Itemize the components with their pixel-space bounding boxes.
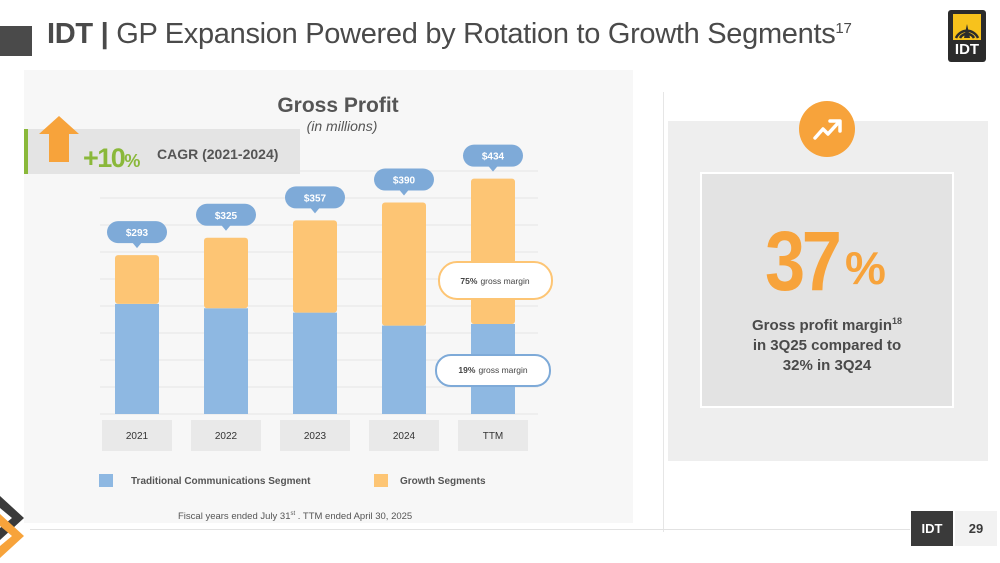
total-label-2024: $390 — [393, 176, 416, 187]
cagr-badge-bar — [24, 129, 28, 174]
total-bubble-2024 — [374, 168, 434, 191]
footer-divider — [30, 529, 910, 530]
total-bubble-2023 — [285, 186, 345, 209]
margin-stat-caption: Gross profit margin18 in 3Q25 compared t… — [705, 311, 949, 376]
bar-growth-2023 — [293, 220, 337, 313]
x-tick-label-2022: 2022 — [215, 431, 238, 442]
title-accent-block — [0, 26, 32, 56]
legend-swatch-traditional — [99, 474, 113, 487]
chart-title: Gross Profit — [277, 94, 398, 117]
margin-stat-number: 37 — [765, 214, 842, 308]
x-tick-label-ttm: TTM — [483, 431, 504, 442]
total-label-2021: $293 — [126, 228, 149, 239]
trend-badge — [799, 101, 855, 157]
bar-growth-2022 — [204, 237, 248, 309]
chart-x-ticks: 2021 2022 2023 2024 TTM — [102, 420, 528, 451]
x-tick-box-2022 — [191, 420, 261, 451]
total-bubble-2021 — [107, 221, 167, 244]
chevron-decoration-icon — [0, 496, 24, 558]
stat-caption-footnote: 18 — [892, 316, 903, 326]
title-footnote: 17 — [835, 20, 852, 37]
stat-caption-line3: 32% in 3Q24 — [782, 357, 872, 374]
chart-total-labels: $293 $325 $357 $390 $434 — [107, 144, 523, 249]
x-tick-label-2024: 2024 — [393, 431, 416, 442]
logo-text: IDT — [954, 41, 980, 58]
total-bubble-pointer-2022 — [221, 224, 231, 231]
footnote-suffix: . TTM ended April 30, 2025 — [295, 511, 413, 523]
up-arrow-icon — [39, 116, 79, 162]
total-label-2022: $325 — [215, 211, 238, 222]
x-tick-box-2024 — [369, 420, 439, 451]
x-tick-label-2023: 2023 — [304, 431, 327, 442]
margin-stat-percent: % — [845, 242, 886, 294]
bar-traditional-2024 — [382, 325, 426, 414]
legend-swatch-growth — [374, 474, 388, 487]
footer-company: IDT — [911, 511, 953, 546]
idt-emblem-icon — [953, 14, 981, 40]
page-title: IDT | GP Expansion Powered by Rotation t… — [47, 18, 852, 51]
title-text: GP Expansion Powered by Rotation to Grow… — [116, 18, 836, 50]
page-number: 29 — [955, 511, 997, 546]
total-bubble-pointer-ttm — [488, 165, 498, 172]
growth-margin-annotation: 75% gross margin — [438, 261, 553, 300]
legend-label-growth: Growth Segments — [400, 476, 486, 487]
traditional-margin-annotation: 19% gross margin — [435, 354, 551, 387]
cagr-badge-background — [24, 129, 300, 174]
x-tick-label-2021: 2021 — [126, 431, 149, 442]
bar-growth-2024 — [382, 202, 426, 326]
title-company: IDT — [47, 18, 93, 50]
margin-stat-value: 37% — [765, 213, 886, 308]
bar-growth-ttm — [471, 178, 515, 324]
total-bubble-2022 — [196, 203, 256, 226]
stat-box — [700, 172, 954, 408]
fiscal-year-footnote: Fiscal years ended July 31st . TTM ended… — [178, 511, 412, 522]
trending-up-icon — [813, 119, 842, 140]
cagr-value: +10% — [83, 143, 140, 173]
footnote-prefix: Fiscal years ended July 31 — [178, 511, 291, 523]
total-bubble-ttm — [463, 144, 523, 167]
bar-traditional-2023 — [293, 312, 337, 414]
idt-logo: IDT — [948, 10, 986, 62]
total-label-2023: $357 — [304, 193, 327, 204]
chart-legend: Traditional Communications Segment Growt… — [99, 474, 486, 487]
traditional-margin-text: 19% gross margin — [458, 365, 527, 375]
bar-traditional-2021 — [115, 303, 159, 414]
growth-margin-text: 75% gross margin — [460, 276, 529, 286]
legend-label-traditional: Traditional Communications Segment — [131, 476, 311, 487]
x-tick-box-2023 — [280, 420, 350, 451]
footnote-sup: st — [290, 511, 296, 517]
traditional-margin-pill — [435, 354, 551, 387]
bar-traditional-2022 — [204, 308, 248, 414]
total-bubble-pointer-2021 — [132, 242, 142, 249]
total-bubble-pointer-2023 — [310, 207, 320, 214]
stat-caption-line1: Gross profit margin — [751, 317, 892, 334]
title-separator: | — [100, 18, 109, 50]
bar-growth-2021 — [115, 255, 159, 304]
cagr-badge: +10% CAGR (2021-2024) — [24, 116, 300, 174]
growth-margin-pill — [438, 261, 553, 300]
cagr-label: CAGR (2021-2024) — [157, 146, 278, 162]
x-tick-box-ttm — [458, 420, 528, 451]
stat-caption-line2: in 3Q25 compared to — [752, 337, 902, 354]
total-bubble-pointer-2024 — [399, 189, 409, 196]
panel-divider — [663, 92, 664, 532]
chart-subtitle: (in millions) — [307, 118, 378, 134]
total-label-ttm: $434 — [482, 152, 505, 163]
x-tick-box-2021 — [102, 420, 172, 451]
